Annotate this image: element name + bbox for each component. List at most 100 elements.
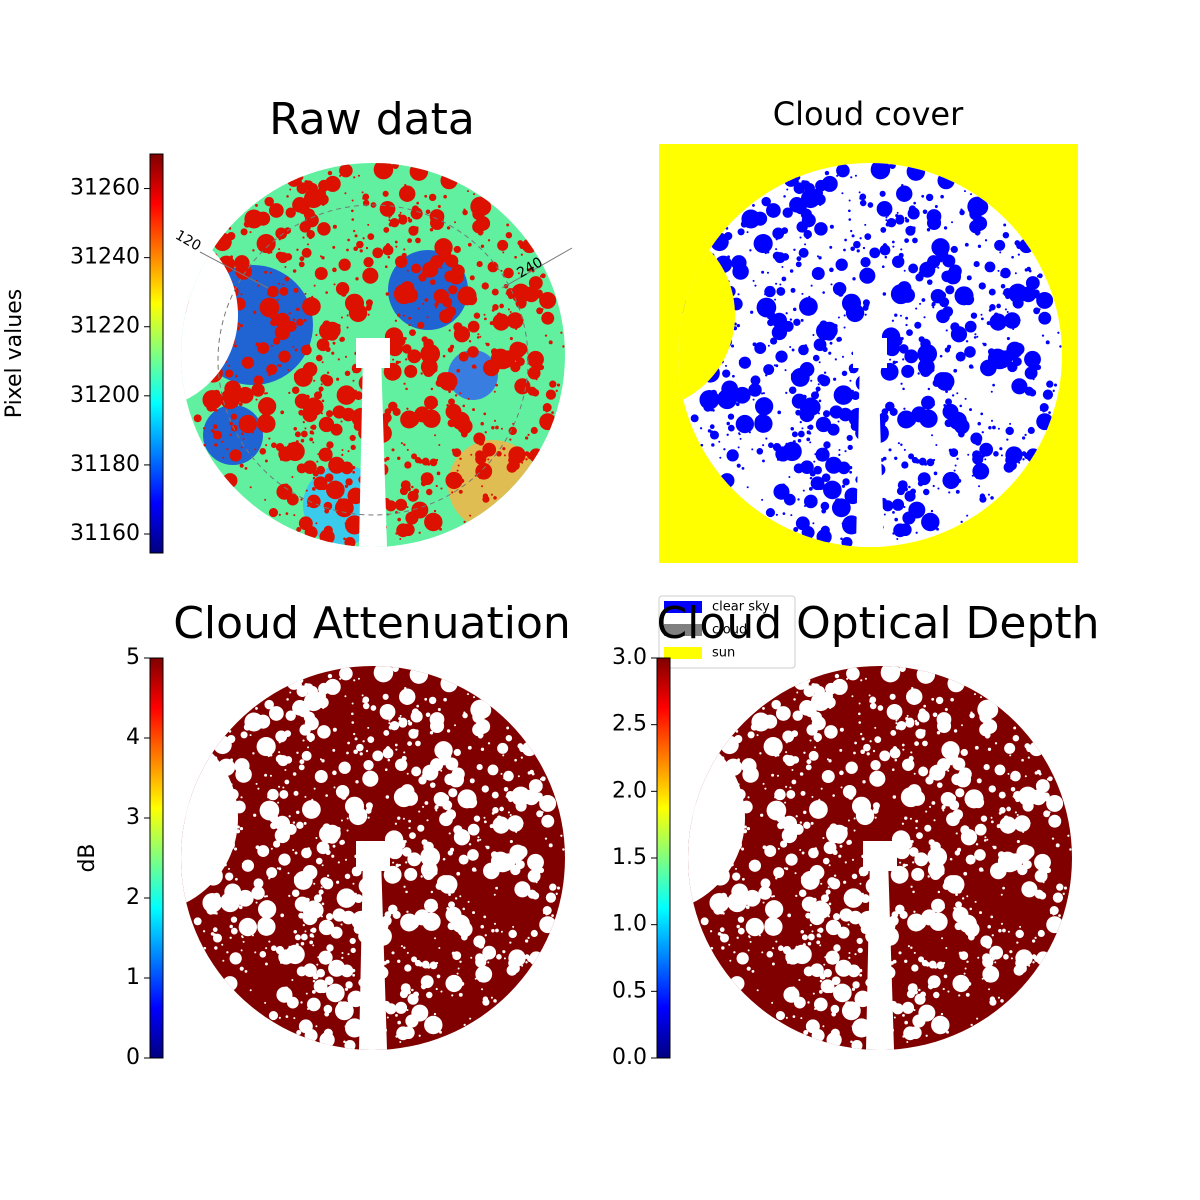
speckle (817, 383, 820, 386)
speckle (1024, 826, 1027, 829)
speckle (428, 770, 436, 779)
speckle (438, 946, 441, 949)
speckle (477, 439, 485, 446)
speckle (904, 349, 919, 364)
speckle (848, 910, 863, 925)
speckle (404, 915, 420, 930)
speckle (325, 291, 328, 294)
speckle (1022, 458, 1025, 461)
speckle (795, 261, 802, 268)
speckle (908, 263, 919, 274)
speckle (923, 704, 927, 708)
speckle (296, 197, 299, 200)
speckle (293, 790, 299, 796)
speckle (296, 375, 300, 379)
speckle (385, 292, 390, 296)
speckle (1042, 780, 1046, 784)
speckle (406, 772, 409, 775)
speckle (281, 987, 284, 990)
speckle (409, 666, 429, 684)
speckle (480, 221, 486, 227)
speckle (811, 795, 814, 798)
speckle (318, 386, 324, 392)
speckle (974, 333, 977, 336)
speckle (302, 739, 305, 742)
speckle (800, 525, 805, 530)
speckle (251, 383, 265, 397)
speckle (813, 900, 829, 916)
speckle (257, 787, 260, 790)
speckle (906, 371, 909, 374)
speckle (344, 1039, 356, 1050)
speckle (506, 287, 516, 298)
speckle (551, 914, 554, 917)
speckle (402, 314, 405, 317)
speckle (229, 421, 233, 426)
speckle (239, 463, 244, 468)
speckle (487, 261, 499, 273)
speckle (1000, 853, 1020, 873)
speckle (339, 666, 353, 681)
speckle (738, 433, 741, 436)
speckle (523, 286, 540, 303)
speckle (736, 952, 749, 965)
speckle (980, 313, 983, 316)
speckle (934, 965, 938, 969)
speckle (353, 246, 358, 252)
speckle (222, 456, 225, 459)
speckle (487, 764, 499, 776)
speckle (429, 228, 434, 232)
speckle (397, 517, 402, 522)
speckle (809, 800, 828, 819)
speckle (966, 960, 969, 963)
speckle (256, 211, 271, 226)
speckle (401, 252, 407, 258)
speckle (920, 416, 923, 419)
speckle (1024, 366, 1038, 380)
speckle (509, 813, 512, 817)
speckle (927, 846, 948, 867)
speckle (475, 965, 493, 983)
speckle (305, 992, 308, 995)
speckle (287, 954, 291, 958)
speckle (1055, 843, 1060, 848)
speckle (1004, 308, 1007, 311)
speckle (818, 361, 821, 364)
speckle (898, 252, 904, 258)
speckle (397, 763, 400, 766)
speckle (435, 809, 438, 812)
speckle (849, 379, 852, 382)
speckle (507, 308, 510, 311)
speckle (347, 541, 350, 544)
speckle (406, 269, 409, 272)
speckle (202, 892, 223, 913)
speckle (332, 748, 336, 752)
tick-label: 5 (126, 645, 140, 670)
speckle (1048, 411, 1051, 414)
speckle (791, 730, 799, 738)
speckle (1034, 936, 1037, 940)
speckle (841, 522, 844, 525)
speckle (816, 933, 821, 938)
speckle (758, 886, 772, 900)
speckle (298, 261, 305, 268)
speckle (404, 687, 407, 690)
speckle (313, 979, 328, 994)
speckle (353, 176, 356, 179)
speckle (912, 890, 915, 894)
speckle (193, 414, 202, 423)
speckle (791, 431, 798, 438)
speckle (431, 1021, 437, 1027)
speckle (344, 987, 349, 991)
speckle (993, 312, 999, 318)
speckle (917, 372, 920, 375)
speckle (981, 869, 984, 872)
speckle (933, 471, 938, 476)
speckle (818, 990, 823, 994)
speckle (906, 714, 909, 717)
speckle (785, 741, 788, 744)
speckle (264, 196, 274, 207)
speckle (998, 929, 1002, 933)
speckle (280, 410, 285, 415)
speckle (1012, 297, 1024, 309)
